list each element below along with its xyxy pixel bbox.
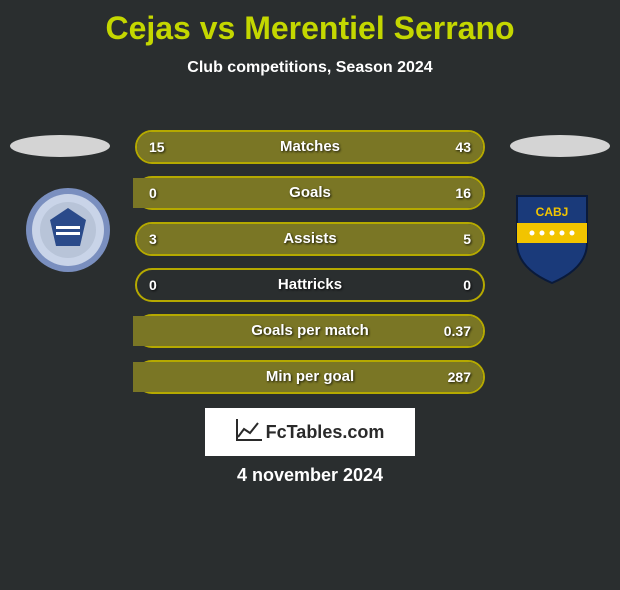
godoy-cruz-badge-icon (18, 188, 118, 288)
svg-text:CABJ: CABJ (536, 205, 569, 219)
comparison-title: Cejas vs Merentiel Serrano (0, 10, 620, 47)
stats-container: 15 43 Matches 0 16 Goals 3 5 Assists 0 0… (135, 130, 485, 406)
stat-row-goals-per-match: 0.37 Goals per match (135, 314, 485, 348)
stat-label: Goals per match (135, 314, 485, 348)
branding-text: FcTables.com (266, 422, 385, 443)
date-label: 4 november 2024 (0, 465, 620, 486)
branding[interactable]: FcTables.com (205, 408, 415, 456)
avatar-right (510, 135, 610, 157)
stat-row-min-per-goal: 287 Min per goal (135, 360, 485, 394)
stat-row-hattricks: 0 0 Hattricks (135, 268, 485, 302)
team-badge-right: CABJ (502, 188, 602, 293)
branding-icon (236, 419, 262, 446)
stat-row-goals: 0 16 Goals (135, 176, 485, 210)
stat-label: Matches (135, 130, 485, 164)
avatar-left (10, 135, 110, 157)
stat-label: Goals (135, 176, 485, 210)
stat-label: Min per goal (135, 360, 485, 394)
team-badge-left (18, 188, 118, 293)
stat-label: Assists (135, 222, 485, 256)
stat-row-matches: 15 43 Matches (135, 130, 485, 164)
stat-label: Hattricks (135, 268, 485, 302)
stat-row-assists: 3 5 Assists (135, 222, 485, 256)
comparison-subtitle: Club competitions, Season 2024 (0, 59, 620, 77)
boca-juniors-badge-icon: CABJ (502, 188, 602, 288)
